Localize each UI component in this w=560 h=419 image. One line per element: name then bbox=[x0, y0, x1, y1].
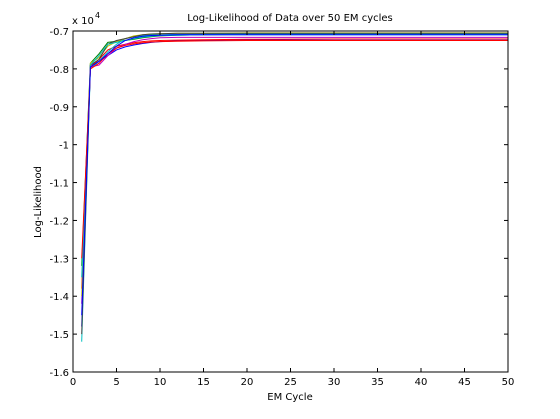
chart-title: Log-Likelihood of Data over 50 EM cycles bbox=[187, 13, 393, 24]
y-tick-label: -1.3 bbox=[49, 254, 69, 265]
x-tick-label: 45 bbox=[458, 377, 471, 388]
plot-area bbox=[73, 31, 508, 372]
y-axis: -1.6 -1.5 -1.4 -1.3 -1.2 -1.1 -1 -0.9 -0.8 -0.7 bbox=[49, 27, 508, 379]
y-tick-label: -1.6 bbox=[49, 368, 69, 379]
x-axis: 0 5 10 15 20 25 30 35 40 45 50 bbox=[70, 31, 515, 388]
x-tick-label: 0 bbox=[70, 377, 76, 388]
y-tick-label: -1 bbox=[59, 141, 69, 152]
x-tick-label: 20 bbox=[241, 377, 254, 388]
y-tick-label: -0.9 bbox=[49, 103, 69, 114]
x-tick-label: 10 bbox=[154, 377, 167, 388]
series-line bbox=[81, 38, 508, 289]
x-tick-label: 15 bbox=[197, 377, 210, 388]
x-axis-label: EM Cycle bbox=[267, 392, 312, 403]
y-tick-label: -0.7 bbox=[49, 27, 69, 38]
x-tick-label: 40 bbox=[415, 377, 428, 388]
x-tick-label: 25 bbox=[284, 377, 297, 388]
y-axis-scale-note: x 10 4 bbox=[72, 11, 100, 27]
x-tick-label: 30 bbox=[328, 377, 341, 388]
series-line bbox=[81, 40, 508, 259]
y-tick-label: -0.8 bbox=[49, 65, 69, 76]
y-tick-label: -1.1 bbox=[49, 179, 69, 190]
x-tick-label: 35 bbox=[371, 377, 384, 388]
y-axis-label: Log-Likelihood bbox=[33, 166, 44, 238]
series-line bbox=[81, 36, 508, 304]
y-tick-label: -1.5 bbox=[49, 330, 69, 341]
y-tick-label: -1.2 bbox=[49, 216, 69, 227]
scale-note-base: x 10 bbox=[72, 16, 94, 27]
x-tick-label: 5 bbox=[113, 377, 119, 388]
x-tick-label: 50 bbox=[502, 377, 515, 388]
scale-note-exponent: 4 bbox=[95, 11, 100, 20]
y-tick-label: -1.4 bbox=[49, 292, 69, 303]
